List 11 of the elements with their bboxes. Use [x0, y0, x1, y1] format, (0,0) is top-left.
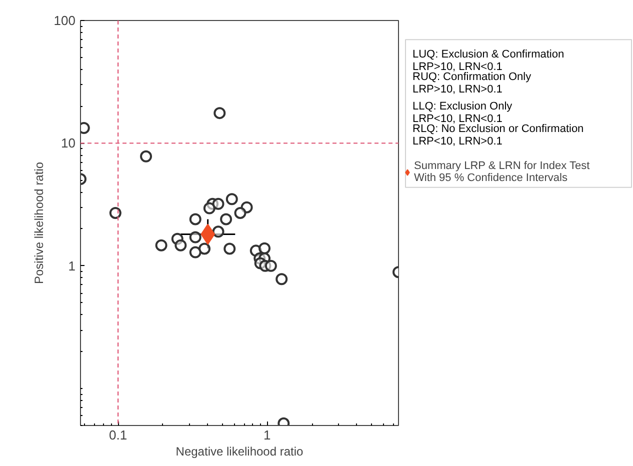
- x-tick-label: 0.1: [109, 428, 128, 442]
- text: LLQ: Exclusion Only LRP<10, LRN<0.1: [412, 100, 513, 126]
- legend-label: Summary LRP & LRN for Index Test With 95 % Confidence Intervals: [414, 159, 590, 185]
- y-axis-title: Positive likelihood ratio: [32, 162, 46, 284]
- text: RLQ: No Exclusion or Confirmation LRP<10, LRN>0.1: [412, 123, 584, 148]
- text: LUQ: Exclusion & Confirmation LRP>10, LRN<0.1: [412, 48, 564, 73]
- x-axis-title: Negative likelihood ratio: [176, 444, 304, 458]
- text: RUQ: Confirmation Only LRP>10, LRN>0.1: [412, 70, 532, 96]
- y-tick-label: 1: [68, 258, 76, 274]
- y-tick-label: 10: [61, 136, 76, 151]
- y-tick-label: 100: [54, 13, 76, 28]
